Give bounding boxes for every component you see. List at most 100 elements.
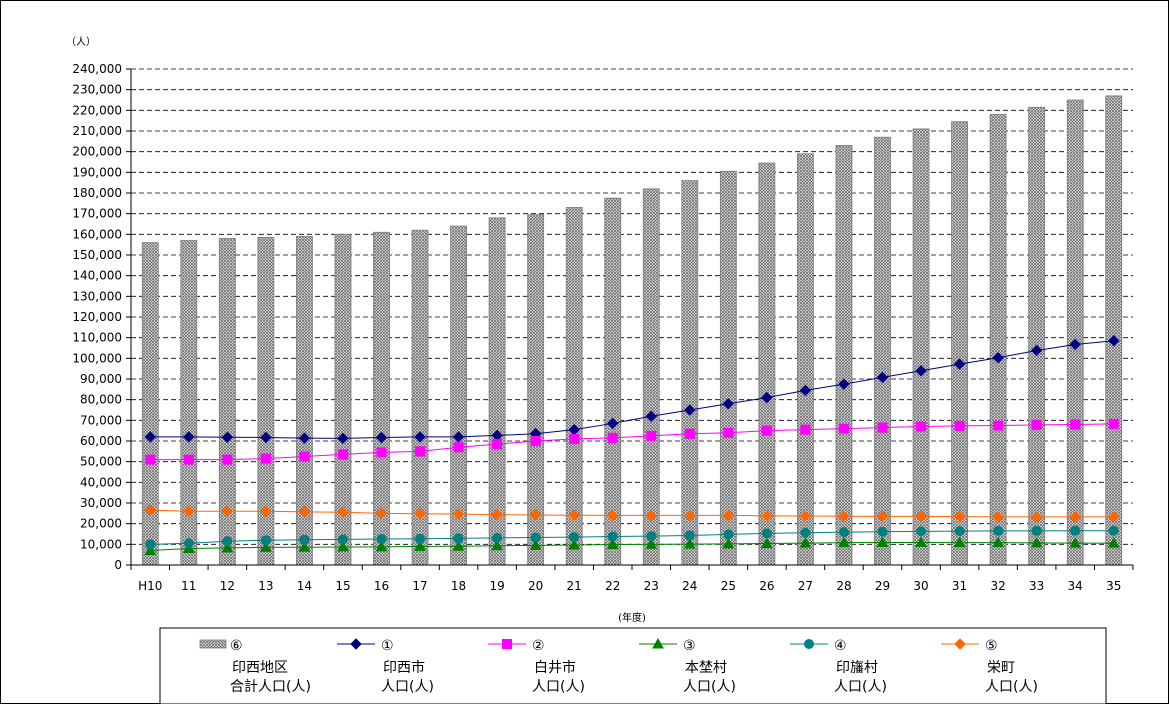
diamond-marker [414, 431, 426, 443]
legend-marker: ③ [683, 638, 696, 654]
diamond-marker [876, 510, 889, 523]
triangle-marker [915, 536, 927, 547]
square-marker [183, 454, 194, 465]
diamond-marker [684, 509, 696, 522]
legend-label: 本埜村 [685, 660, 727, 676]
diamond-marker [607, 417, 619, 430]
y-tick-label: 240,000 [72, 62, 122, 76]
diamond-marker [722, 509, 735, 522]
triangle-marker [452, 540, 465, 551]
bar [835, 145, 853, 566]
diamond-marker [876, 371, 889, 384]
bar [141, 242, 159, 566]
square-marker [530, 436, 541, 446]
circle-marker [804, 639, 814, 649]
triangle-marker [337, 540, 349, 552]
circle-marker [183, 538, 194, 549]
bar [642, 188, 660, 566]
square-marker [415, 446, 426, 457]
diamond-marker [953, 510, 966, 523]
diamond-marker [799, 384, 812, 397]
x-tick-label: 18 [451, 579, 466, 593]
diamond-marker [260, 505, 272, 517]
square-marker [800, 424, 811, 435]
legend-marker: ⑤ [985, 638, 998, 654]
line-series-5 [144, 504, 1120, 523]
legend-label: 人口(人) [683, 679, 736, 695]
x-tick-label: 24 [682, 579, 697, 593]
diamond-marker [761, 510, 773, 522]
x-tick-label: 29 [875, 579, 890, 593]
circle-marker [337, 534, 348, 545]
x-tick-label: 12 [220, 579, 235, 593]
circle-marker [993, 525, 1004, 536]
triangle-marker [260, 541, 272, 552]
diamond-marker [568, 509, 580, 521]
legend-label: 栄町 [987, 660, 1015, 676]
legend-label: 合計人口(人) [230, 679, 311, 695]
legend-marker: ⑥ [230, 638, 243, 654]
x-tick-label: 32 [990, 579, 1005, 593]
diamond-marker [1108, 511, 1120, 523]
triangle-marker [144, 544, 157, 556]
triangle-marker [298, 541, 311, 552]
y-tick-label: 70,000 [80, 413, 122, 427]
diamond-marker [221, 431, 234, 443]
square-marker [838, 423, 849, 434]
circle-marker [145, 539, 156, 550]
bar [719, 170, 737, 566]
y-tick-label: 90,000 [80, 372, 122, 386]
square-marker [993, 420, 1004, 431]
bar [874, 136, 891, 566]
circle-marker [761, 528, 772, 539]
diamond-marker [350, 638, 362, 650]
circle-marker [1108, 525, 1119, 536]
gridlines [126, 68, 1133, 566]
line-series-1 [144, 335, 1120, 445]
y-tick-label: 140,000 [72, 269, 122, 283]
triangle-marker [529, 539, 542, 550]
y-tick-label: 190,000 [72, 165, 122, 179]
diamond-marker [221, 505, 234, 517]
x-tick-label: H10 [138, 579, 162, 593]
diamond-marker [915, 510, 927, 523]
diamond-marker [414, 508, 426, 520]
diamond-marker [684, 404, 696, 416]
x-tick-label: 31 [952, 579, 967, 593]
x-tick-label: 11 [181, 579, 196, 593]
legend-marker: ② [532, 638, 545, 654]
diamond-marker [375, 431, 388, 444]
x-tick-label: 17 [412, 579, 427, 593]
diamond-marker [838, 378, 850, 390]
legend-box [159, 627, 1107, 704]
triangle-marker [645, 538, 658, 549]
square-marker [684, 428, 695, 439]
bar [989, 114, 1007, 566]
diamond-marker [337, 432, 349, 445]
x-tick-label: 33 [1029, 579, 1044, 593]
bar-series [141, 95, 1123, 566]
y-tick-label: 210,000 [72, 124, 122, 138]
triangle-marker [491, 539, 503, 551]
circle-marker [453, 533, 464, 544]
diamond-marker [1069, 338, 1081, 351]
square-marker [723, 427, 734, 438]
triangle-marker [221, 541, 234, 553]
y-tick-label: 50,000 [80, 455, 122, 469]
y-tick-label: 230,000 [72, 83, 122, 97]
y-tick-label: 200,000 [72, 145, 122, 159]
x-unit-label: (年度) [618, 611, 646, 624]
circle-marker [646, 531, 657, 542]
square-marker [1070, 419, 1081, 430]
circle-marker [376, 533, 387, 544]
triangle-marker [1107, 537, 1120, 548]
y-tick-label: 80,000 [80, 393, 122, 407]
x-tick-label: 19 [489, 579, 504, 593]
triangle-marker [1069, 537, 1082, 548]
line-series-2 [145, 418, 1119, 465]
diamond-marker [298, 432, 311, 444]
y-tick-label: 220,000 [72, 103, 122, 117]
legend-label: 人口(人) [834, 679, 887, 695]
x-tick-label: 34 [1068, 579, 1083, 593]
